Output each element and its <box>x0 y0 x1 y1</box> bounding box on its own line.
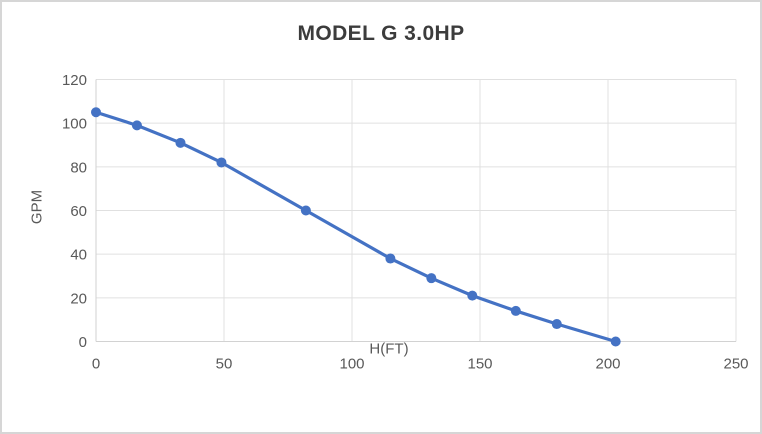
data-point-marker <box>216 157 227 168</box>
y-tick-label: 80 <box>70 159 87 176</box>
data-point-marker <box>610 336 621 347</box>
x-tick-label: 200 <box>595 356 620 373</box>
data-point-marker <box>175 137 186 148</box>
data-point-marker <box>426 273 437 284</box>
x-tick-label: 50 <box>216 356 233 373</box>
series-line <box>94 110 618 344</box>
x-tick-label: 100 <box>339 356 364 373</box>
data-point-marker <box>385 253 396 264</box>
y-tick-label: 20 <box>70 290 87 307</box>
data-point-marker <box>300 205 311 216</box>
data-point-marker <box>131 120 142 131</box>
y-tick-label: 60 <box>70 203 87 220</box>
data-point-marker <box>551 319 562 330</box>
x-tick-label: 150 <box>467 356 492 373</box>
x-tick-label: 0 <box>92 356 100 373</box>
y-tick-label: 40 <box>70 247 87 264</box>
y-tick-label: 100 <box>62 116 87 133</box>
chart-title: MODEL G 3.0HP <box>297 22 465 45</box>
y-tick-label: 120 <box>62 72 87 89</box>
x-tick-label: 250 <box>723 356 748 373</box>
x-axis-title: H(FT) <box>369 340 409 358</box>
y-tick-label: 0 <box>79 334 87 351</box>
data-point-marker <box>91 107 101 118</box>
data-point-marker <box>467 290 478 301</box>
data-point-marker <box>510 305 521 316</box>
